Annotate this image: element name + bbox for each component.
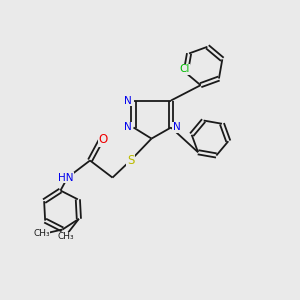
- Text: CH₃: CH₃: [58, 232, 74, 242]
- Text: Cl: Cl: [179, 64, 189, 74]
- Text: HN: HN: [58, 172, 74, 183]
- Text: N: N: [124, 95, 132, 106]
- Text: S: S: [127, 154, 134, 167]
- Text: N: N: [124, 122, 132, 133]
- Text: CH₃: CH₃: [33, 229, 50, 238]
- Text: O: O: [98, 133, 107, 146]
- Text: N: N: [172, 122, 180, 133]
